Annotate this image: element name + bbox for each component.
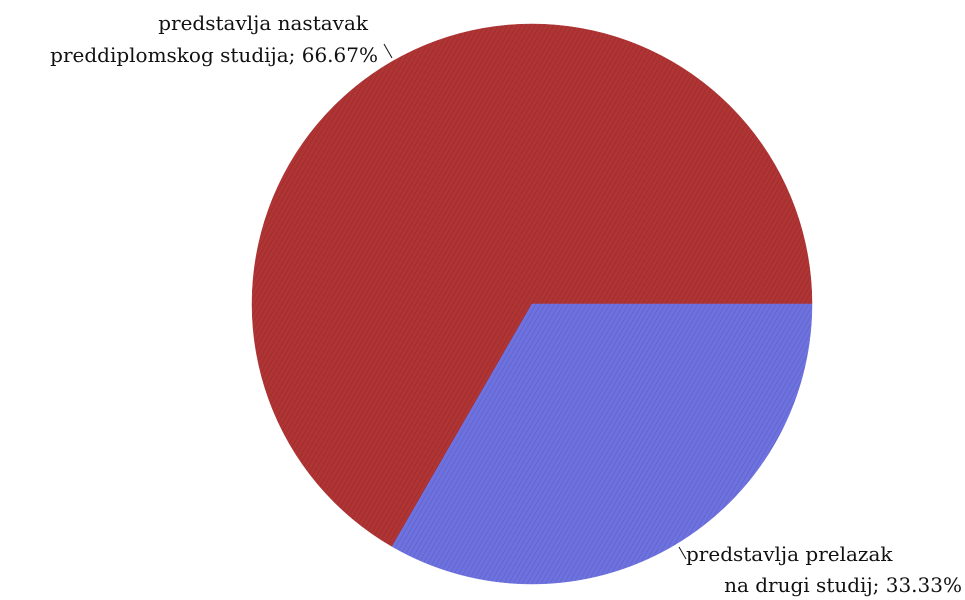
- label-leader-1: [678, 546, 687, 560]
- label-leader-0: [383, 43, 393, 59]
- slice-label-0-line-0: predstavlja nastavak: [158, 11, 369, 35]
- pie-slice-hatch-0: [252, 23, 813, 547]
- slice-label-1-line-1: na drugi studij; 33.33%: [724, 573, 962, 597]
- pie-slice-hatch-1: [392, 304, 812, 584]
- slice-label-0-line-1: preddiplomskog studija; 66.67%: [50, 43, 378, 67]
- slice-label-1-line-0: predstavlja prelazak: [686, 542, 893, 566]
